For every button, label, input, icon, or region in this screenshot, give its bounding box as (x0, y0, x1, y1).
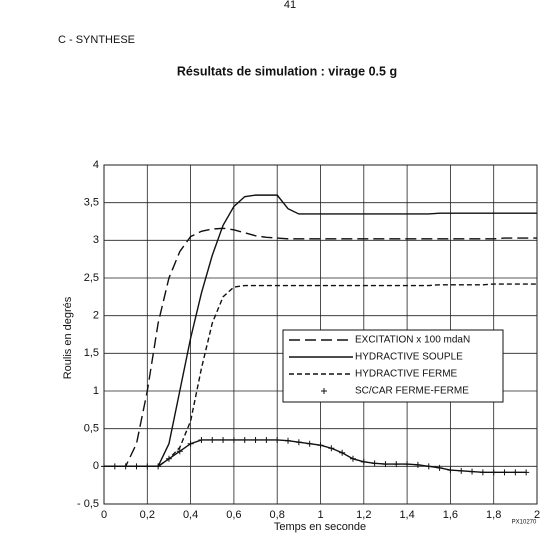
legend-label: HYDRACTIVE SOUPLE (355, 352, 463, 363)
y-tick-label: 1 (93, 385, 99, 397)
plus-marker (165, 455, 172, 462)
x-tick-label: 0,6 (226, 509, 241, 521)
x-tick-label: 0 (101, 509, 107, 521)
plus-marker (122, 463, 129, 470)
x-tick-label: 1 (317, 509, 323, 521)
x-tick-label: 1,4 (399, 509, 414, 521)
plus-marker (317, 442, 324, 449)
series-line (104, 194, 537, 468)
y-tick-label: 3 (93, 234, 99, 246)
plus-marker (176, 448, 183, 455)
plus-marker (393, 461, 400, 468)
plus-marker (155, 463, 162, 470)
legend-marker (321, 388, 327, 394)
plus-marker (220, 436, 227, 443)
plus-marker (133, 463, 140, 470)
y-tick-label: 0,5 (84, 423, 99, 435)
plus-marker (469, 468, 476, 475)
x-tick-label: 1,2 (356, 509, 371, 521)
series-line (104, 227, 537, 468)
plus-marker (436, 464, 443, 471)
x-tick-label: 0,8 (270, 509, 285, 521)
x-tick-label: 1,6 (443, 509, 458, 521)
plus-marker (523, 469, 530, 476)
y-tick-label: 2 (93, 310, 99, 322)
plus-marker (111, 463, 118, 470)
plus-marker (479, 469, 486, 476)
plus-marker (187, 440, 194, 447)
series-line (104, 439, 527, 474)
y-axis-label: Roulis en degrés (62, 296, 74, 379)
plus-marker (328, 445, 335, 452)
page-number: 41 (284, 0, 296, 11)
plus-marker (458, 467, 465, 474)
plus-marker (404, 461, 411, 468)
plus-marker (371, 460, 378, 467)
plus-marker (501, 469, 508, 476)
plus-marker (252, 436, 259, 443)
plus-marker (490, 469, 497, 476)
y-tick-label: 4 (93, 159, 99, 171)
x-tick-label: 0,4 (183, 509, 198, 521)
plus-marker (263, 436, 270, 443)
plus-marker (209, 436, 216, 443)
legend-label: HYDRACTIVE FERME (355, 369, 458, 380)
x-axis-label: Temps en seconde (274, 521, 366, 533)
y-tick-label: 2,5 (84, 272, 99, 284)
plus-marker (425, 463, 432, 470)
plus-marker (512, 469, 519, 476)
x-tick-label: 2 (534, 509, 540, 521)
y-tick-label: 1,5 (84, 347, 99, 359)
plus-marker (198, 436, 205, 443)
plus-marker (241, 436, 248, 443)
plus-marker (360, 458, 367, 465)
plus-marker (447, 467, 454, 474)
plus-marker (274, 436, 281, 443)
plus-marker (144, 463, 151, 470)
legend-label: EXCITATION x 100 mdaN (355, 335, 470, 346)
y-tick-label: - 0,5 (77, 498, 99, 510)
chart-title: Résultats de simulation : virage 0.5 g (177, 64, 397, 78)
x-tick-label: 0,2 (140, 509, 155, 521)
plus-marker (306, 440, 313, 447)
plus-marker (285, 437, 292, 444)
plus-marker (339, 449, 346, 456)
y-tick-label: 3,5 (84, 197, 99, 209)
plus-marker (349, 455, 356, 462)
x-tick-label: 1,8 (486, 509, 501, 521)
plus-marker (101, 463, 107, 470)
legend-label: SC/CAR FERME-FERME (355, 386, 469, 397)
plus-marker (382, 461, 389, 468)
legend-box (282, 329, 504, 403)
figure-code: PX10270 (512, 520, 537, 526)
plus-marker (414, 461, 421, 468)
plus-marker (295, 439, 302, 446)
section-heading: C - SYNTHESE (58, 34, 135, 46)
plus-marker (230, 436, 237, 443)
y-tick-label: 0 (93, 460, 99, 472)
